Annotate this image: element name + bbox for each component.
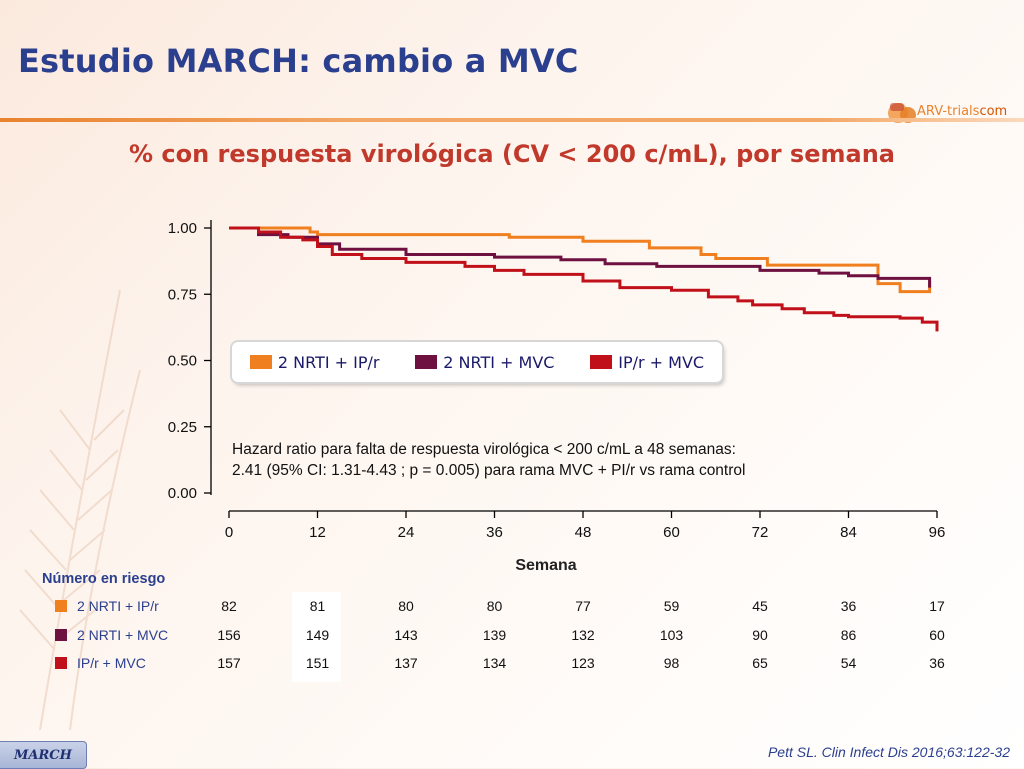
risk-value: 36 bbox=[840, 598, 857, 614]
risk-value: 80 bbox=[398, 598, 414, 614]
legend-swatch-ipr-mvc bbox=[590, 355, 613, 369]
x-tick-label: 72 bbox=[752, 524, 769, 541]
risk-value: 80 bbox=[486, 598, 503, 614]
risk-value: 139 bbox=[482, 627, 507, 643]
risk-value: 143 bbox=[394, 627, 418, 643]
x-tick-label: 24 bbox=[398, 524, 415, 541]
series-layer bbox=[229, 226, 939, 332]
x-tick-label: 0 bbox=[225, 524, 233, 541]
x-tick-label: 36 bbox=[486, 524, 503, 541]
risk-value: 134 bbox=[482, 655, 507, 671]
risk-value: 54 bbox=[840, 655, 857, 671]
risk-value: 156 bbox=[217, 627, 241, 643]
risk-value: 90 bbox=[752, 627, 768, 643]
risk-label-text-ipr-mvc: IP/r + MVC bbox=[77, 655, 146, 671]
risk-value: 65 bbox=[752, 655, 768, 671]
risk-value: 17 bbox=[929, 598, 945, 614]
hazard-ratio-line-2: 2.41 (95% CI: 1.31-4.43 ; p = 0.005) par… bbox=[232, 462, 746, 479]
risk-swatch-nrti-mvc bbox=[55, 629, 67, 641]
x-tick-label: 84 bbox=[840, 524, 857, 541]
risk-swatch-ipr bbox=[55, 600, 67, 612]
risk-value: 103 bbox=[659, 627, 684, 643]
risk-label-text-ipr: 2 NRTI + IP/r bbox=[77, 598, 159, 614]
risk-value: 86 bbox=[840, 627, 857, 643]
risk-row-label-ipr: 2 NRTI + IP/r bbox=[55, 598, 159, 614]
risk-table-title: Número en riesgo bbox=[42, 571, 166, 587]
legend-label-ipr: 2 NRTI + IP/r bbox=[277, 352, 380, 372]
x-tick-label: 60 bbox=[663, 524, 680, 541]
risk-value: 81 bbox=[309, 598, 326, 614]
title-rule bbox=[0, 118, 1024, 122]
risk-value: 59 bbox=[663, 598, 680, 614]
risk-value: 151 bbox=[305, 655, 330, 671]
chart-subtitle: % con respuesta virológica (CV < 200 c/m… bbox=[129, 140, 895, 168]
legend-item-nrti-mvc: 2 NRTI + MVC bbox=[415, 353, 554, 372]
risk-label-text-nrti-mvc: 2 NRTI + MVC bbox=[77, 627, 169, 643]
risk-value: 98 bbox=[663, 655, 680, 671]
hazard-ratio-note: Hazard ratio para falta de respuesta vir… bbox=[232, 439, 932, 481]
legend-swatch-nrti-mvc bbox=[415, 355, 438, 369]
citation: Pett SL. Clin Infect Dis 2016;63:122-32 bbox=[767, 744, 1010, 760]
legend-item-ipr-mvc: IP/r + MVC bbox=[590, 353, 704, 372]
risk-value: 36 bbox=[929, 655, 945, 671]
legend-label-ipr-mvc: IP/r + MVC bbox=[618, 352, 705, 372]
decorative-plant-watermark bbox=[19, 289, 141, 730]
x-tick-label: 48 bbox=[575, 524, 592, 541]
march-study-tag: MARCH bbox=[0, 741, 87, 769]
y-tick-label: 0.50 bbox=[168, 353, 197, 370]
risk-column-highlight bbox=[292, 592, 341, 682]
risk-swatch-ipr-mvc bbox=[55, 657, 67, 669]
x-tick-label: 96 bbox=[929, 524, 946, 541]
x-tick-label: 12 bbox=[309, 524, 326, 541]
risk-value: 45 bbox=[752, 598, 768, 614]
slide-title: Estudio MARCH: cambio a MVC bbox=[18, 42, 579, 80]
risk-value: 123 bbox=[571, 655, 595, 671]
x-axis-label: Semana bbox=[515, 557, 576, 574]
series-line-2 bbox=[229, 226, 939, 332]
risk-value: 60 bbox=[929, 627, 945, 643]
risk-value: 157 bbox=[217, 655, 241, 671]
y-tick-label: 0.00 bbox=[168, 485, 197, 502]
legend-swatch-ipr bbox=[249, 355, 272, 369]
y-tick-label: 0.75 bbox=[168, 286, 197, 303]
chart-legend: 2 NRTI + IP/r 2 NRTI + MVC IP/r + MVC bbox=[232, 342, 722, 382]
risk-value: 77 bbox=[575, 598, 591, 614]
risk-row-label-nrti-mvc: 2 NRTI + MVC bbox=[55, 627, 168, 643]
y-tick-label: 1.00 bbox=[168, 220, 197, 237]
chart-axes: 0.00 0.25 0.50 0.75 1.00 0 12 24 36 48 60 72 84 96 Sem… bbox=[168, 220, 946, 574]
legend-item-ipr: 2 NRTI + IP/r bbox=[249, 352, 380, 372]
risk-row-label-ipr-mvc: IP/r + MVC bbox=[55, 655, 146, 671]
hazard-ratio-line-1: Hazard ratio para falta de respuesta vir… bbox=[232, 441, 736, 458]
risk-value: 137 bbox=[394, 655, 418, 671]
series-line-0 bbox=[229, 226, 932, 294]
risk-value: 82 bbox=[221, 598, 237, 614]
legend-label-nrti-mvc: 2 NRTI + MVC bbox=[443, 352, 555, 372]
y-tick-label: 0.25 bbox=[168, 419, 197, 436]
risk-value: 132 bbox=[571, 627, 595, 643]
risk-value: 149 bbox=[305, 627, 330, 643]
logo-text: ARV-trialscom bbox=[917, 104, 1008, 119]
series-line-1 bbox=[229, 226, 932, 288]
